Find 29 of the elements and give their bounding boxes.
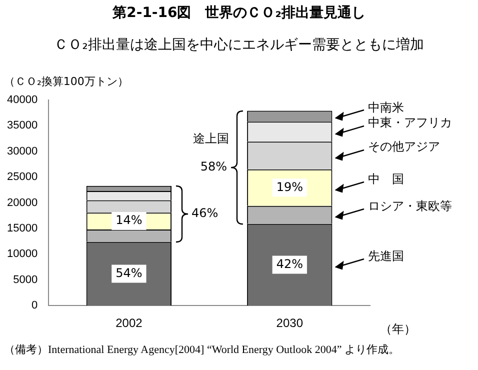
annotation: 54%: [116, 266, 142, 280]
y-tick-label: 0: [31, 300, 38, 312]
y-axis-title: （ＣＯ₂換算100万トン）: [4, 74, 128, 89]
annotation: 14%: [116, 213, 142, 228]
annotation: 19%: [276, 180, 303, 194]
annotation: 46%: [192, 206, 218, 220]
chart-subtitle: ＣＯ₂排出量は途上国を中心にエネルギー需要とともに増加: [53, 36, 425, 54]
y-tick-label: 40000: [6, 94, 38, 106]
y-tick-label: 15000: [6, 222, 38, 235]
y-tick-label: 35000: [6, 120, 38, 132]
y-tick-label: 25000: [6, 171, 38, 184]
annotation: 58%: [200, 159, 228, 174]
text: ロシア・東欧等: [368, 199, 452, 214]
chart-title: 第2-1-16図 世界のＣＯ₂排出量見通し: [112, 4, 366, 22]
y-tick-label: 20000: [6, 196, 38, 209]
x-tick-label: 2030: [276, 316, 304, 330]
text: 中 国: [368, 172, 404, 186]
text: その他アジア: [368, 140, 440, 154]
text: （備考）International Energy Agency[2004] “World Energy Outlook 2004” より作成。: [4, 343, 400, 357]
text: 中南米: [368, 100, 404, 114]
text: 先進国: [368, 248, 404, 263]
y-tick-label: 30000: [6, 145, 38, 158]
x-axis-title: （年）: [380, 322, 416, 336]
text: 中東・アフリカ: [368, 116, 452, 130]
x-tick-label: 2002: [116, 316, 143, 330]
annotation: 途上国: [193, 131, 230, 146]
annotation: 42%: [276, 256, 303, 271]
y-tick-label: 5000: [13, 274, 38, 286]
y-tick-label: 10000: [6, 248, 38, 260]
